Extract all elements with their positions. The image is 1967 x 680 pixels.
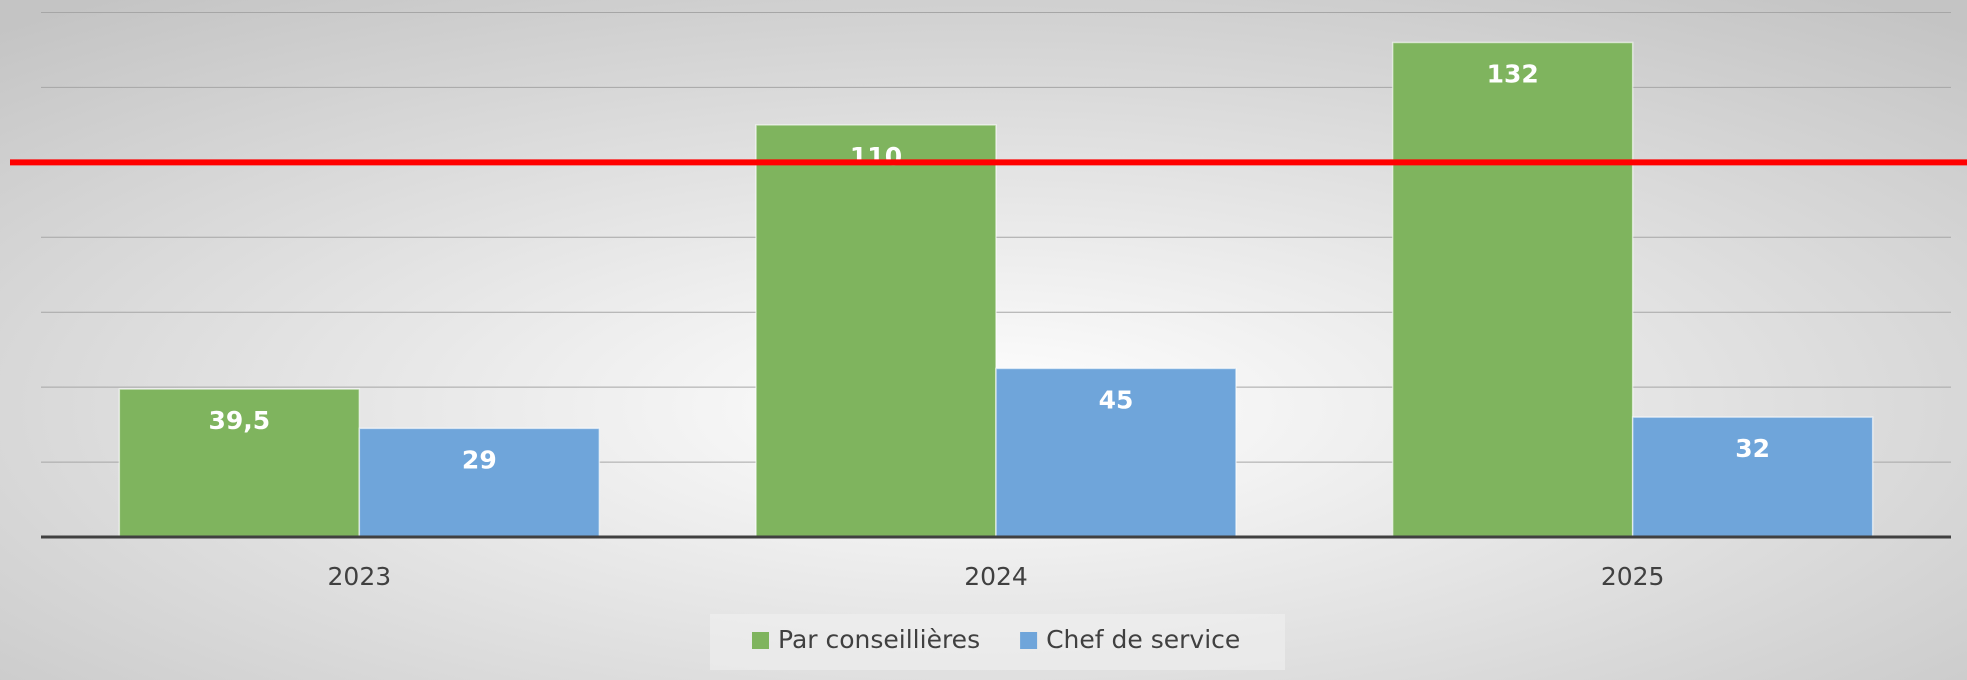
data-label: 29 [462, 445, 497, 474]
bar [755, 124, 997, 538]
legend-label: Chef de service [1046, 625, 1240, 654]
legend-swatch [1020, 632, 1038, 649]
legend-label: Par conseillières [778, 625, 980, 654]
legend-swatch [752, 632, 769, 649]
data-label: 32 [1735, 434, 1770, 463]
x-tick-label: 2025 [1601, 562, 1665, 591]
data-label: 132 [1487, 59, 1539, 88]
x-tick-label: 2023 [328, 562, 392, 591]
bar [1391, 41, 1634, 538]
data-label: 45 [1099, 385, 1134, 414]
data-label: 39,5 [208, 406, 270, 435]
legend-box [710, 614, 1285, 670]
bar [995, 367, 1237, 538]
bar [358, 427, 601, 538]
data-label: 110 [850, 142, 902, 171]
bar [1631, 416, 1874, 538]
x-tick-label: 2024 [964, 562, 1028, 591]
